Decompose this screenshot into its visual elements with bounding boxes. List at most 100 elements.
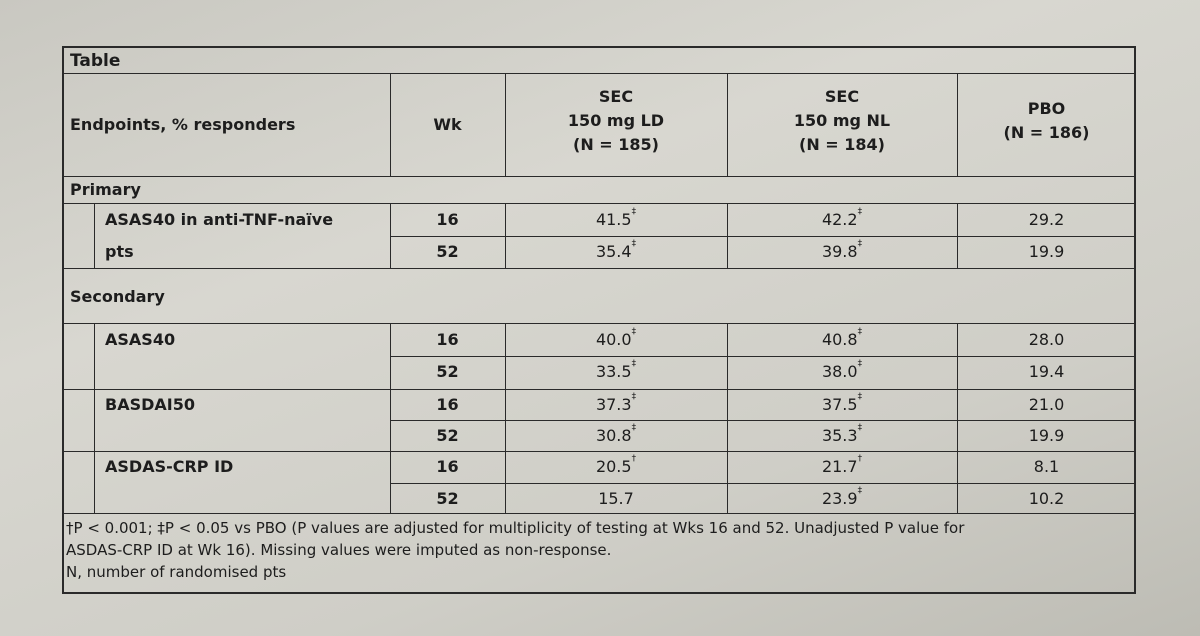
row-ld-cell: 41.5‡: [505, 207, 727, 229]
row-nl-value: 38.0: [821, 362, 858, 381]
row-endpoint: ASDAS-CRP ID: [105, 457, 234, 476]
col-divider: [727, 73, 728, 176]
row-nl-cell: 37.5‡: [727, 392, 957, 414]
col-divider: [957, 203, 958, 268]
row-ld-value: 15.7: [598, 489, 634, 508]
col-divider: [505, 323, 506, 513]
col-divider: [957, 73, 958, 176]
col-divider: [727, 203, 728, 268]
row-pbo: 28.0: [1028, 330, 1065, 349]
row-nl-cell: 40.8‡: [727, 327, 957, 349]
row-ld-mark: ‡: [631, 207, 637, 217]
col-divider: [390, 323, 391, 513]
rule-after-basdai: [62, 451, 1136, 452]
row-ld-mark: ‡: [631, 359, 637, 369]
row-wk: 52: [436, 426, 459, 445]
header-col2-line3: (N = 184): [799, 135, 885, 154]
row-wk: 16: [436, 457, 459, 476]
rule-primary-mid: [390, 236, 1136, 237]
row-wk: 52: [436, 242, 459, 261]
row-nl-mark: ‡: [857, 207, 863, 217]
col-divider: [957, 323, 958, 513]
row-wk: 16: [436, 395, 459, 414]
row-ld-mark: ‡: [631, 392, 637, 402]
row-nl-cell: 39.8‡: [727, 239, 957, 261]
row-ld-mark: ‡: [631, 327, 637, 337]
row-nl-value: 39.8: [821, 242, 858, 261]
header-col2-line2: 150 mg NL: [793, 111, 891, 130]
col-divider: [727, 323, 728, 513]
row-nl-mark: ‡: [857, 359, 863, 369]
rule-after-asas40: [62, 389, 1136, 390]
row-ld-cell: 37.3‡: [505, 392, 727, 414]
header-col1-line3: (N = 185): [573, 135, 659, 154]
col-divider: [94, 203, 95, 268]
row-nl-value: 35.3: [821, 426, 858, 445]
row-nl-value: 42.2: [821, 210, 858, 229]
row-nl-cell: 35.3‡: [727, 423, 957, 445]
row-nl-cell: 38.0‡: [727, 359, 957, 381]
row-nl-value: 21.7: [821, 457, 858, 476]
col-divider: [94, 323, 95, 513]
col-divider: [505, 73, 506, 176]
header-col1-line1: SEC: [598, 87, 634, 106]
rule-basdai-mid: [390, 420, 1136, 421]
row-pbo: 21.0: [1028, 395, 1065, 414]
row-ld-value: 30.8: [595, 426, 632, 445]
table-frame: [62, 46, 1136, 594]
row-nl-mark: ‡: [857, 486, 863, 496]
row-nl-cell: 23.9‡: [727, 486, 957, 508]
rule-asas40-mid: [390, 356, 1136, 357]
row-ld-value: 40.0: [595, 330, 632, 349]
row-ld-cell: 33.5‡: [505, 359, 727, 381]
row-ld-value: 35.4: [595, 242, 632, 261]
section-secondary: Secondary: [70, 287, 165, 306]
footnote-line3: N, number of randomised pts: [66, 563, 287, 581]
row-endpoint: BASDAI50: [105, 395, 195, 414]
row-pbo: 19.4: [1028, 362, 1065, 381]
row-nl-cell: 21.7†: [727, 454, 957, 476]
row-ld-cell: 30.8‡: [505, 423, 727, 445]
row-nl-value: 40.8: [821, 330, 858, 349]
header-col1-line2: 150 mg LD: [567, 111, 665, 130]
footnote-line2: ASDAS-CRP ID at Wk 16). Missing values w…: [66, 541, 612, 559]
row-ld-cell: 35.4‡: [505, 239, 727, 261]
row-wk: 52: [436, 362, 459, 381]
rule-after-primary: [62, 268, 1136, 269]
row-endpoint: pts: [105, 242, 134, 261]
rule-below-body: [62, 513, 1136, 514]
row-wk: 16: [436, 330, 459, 349]
row-nl-value: 37.5: [821, 395, 858, 414]
row-ld-cell: 40.0‡: [505, 327, 727, 349]
row-nl-mark: ‡: [857, 327, 863, 337]
row-ld-mark: †: [631, 454, 637, 464]
row-pbo: 29.2: [1028, 210, 1065, 229]
rule-below-secondary: [62, 323, 1136, 324]
row-ld-cell: 20.5†: [505, 454, 727, 476]
row-pbo: 10.2: [1028, 489, 1065, 508]
footnote-line1: †P < 0.001; ‡P < 0.05 vs PBO (P values a…: [66, 519, 965, 537]
rule-below-header: [62, 176, 1136, 177]
row-nl-value: 23.9: [821, 489, 858, 508]
row-nl-mark: †: [857, 454, 863, 464]
row-pbo: 19.9: [1028, 242, 1065, 261]
row-ld-mark: ‡: [631, 239, 637, 249]
row-ld-cell: 15.7: [505, 489, 727, 508]
section-primary: Primary: [70, 180, 141, 199]
row-nl-cell: 42.2‡: [727, 207, 957, 229]
header-col2-line1: SEC: [824, 87, 860, 106]
col-divider: [390, 73, 391, 176]
header-col3-line2: (N = 186): [1003, 123, 1090, 142]
row-ld-value: 20.5: [595, 457, 632, 476]
row-endpoint: ASAS40 in anti-TNF-naïve: [105, 210, 334, 229]
row-pbo: 8.1: [1033, 457, 1060, 476]
header-col3-line1: PBO: [1027, 99, 1066, 118]
row-nl-mark: ‡: [857, 423, 863, 433]
header-endpoint: Endpoints, % responders: [70, 115, 296, 134]
row-ld-mark: ‡: [631, 423, 637, 433]
header-wk: Wk: [433, 115, 462, 134]
row-endpoint: ASAS40: [105, 330, 176, 349]
row-ld-value: 37.3: [595, 395, 632, 414]
row-nl-mark: ‡: [857, 239, 863, 249]
